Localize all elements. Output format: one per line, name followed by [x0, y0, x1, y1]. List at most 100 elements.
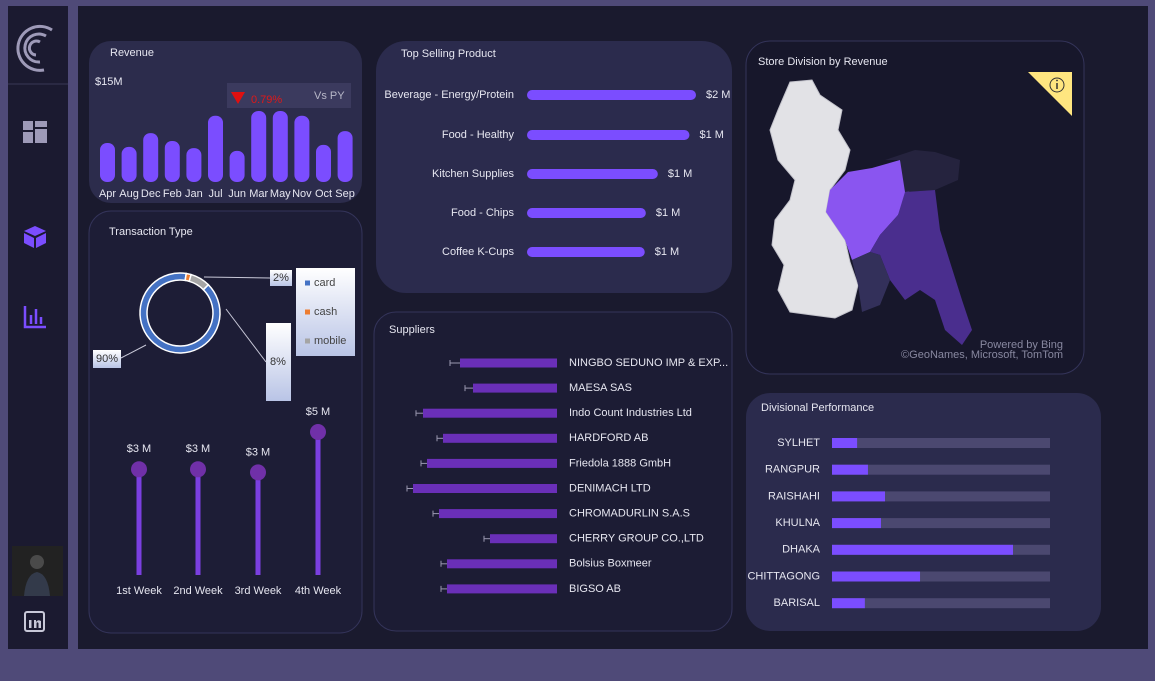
- bar: [527, 90, 696, 100]
- data-label: $1 M: [656, 207, 680, 219]
- x-tick-label: Jun: [228, 188, 246, 200]
- linkedin-glyph: [34, 620, 41, 628]
- label-box: [266, 323, 291, 401]
- suppliers-card: [373, 311, 733, 632]
- lollipop-head: [250, 464, 266, 481]
- card-title: Suppliers: [389, 324, 435, 336]
- transaction-card: [88, 210, 363, 634]
- chart-icon[interactable]: [23, 306, 46, 329]
- data-label: $1 M: [668, 168, 692, 180]
- kpi-change: 0.79%: [251, 94, 282, 106]
- leader-line: [120, 344, 147, 359]
- data-label: $1 M: [699, 129, 723, 141]
- x-tick-label: 2nd Week: [173, 585, 223, 597]
- y-tick-label: DENIMACH LTD: [569, 482, 651, 494]
- legend-label: cash: [314, 306, 337, 318]
- data-label: $5 M: [306, 406, 330, 418]
- x-tick-label: 4th Week: [295, 585, 342, 597]
- x-tick-label: Mar: [249, 188, 268, 200]
- progress-bar: [832, 438, 858, 448]
- kpi-value: $15M: [95, 76, 123, 88]
- bar: [527, 247, 645, 257]
- progress-track: [832, 598, 1050, 609]
- dashboard-icon[interactable]: [23, 121, 47, 143]
- x-tick-label: Dec: [141, 188, 161, 200]
- y-tick-label: CHERRY GROUP CO.,LTD: [569, 533, 704, 545]
- region-chittagong: [870, 190, 972, 345]
- lollipop-stem: [136, 469, 142, 575]
- data-label: $3 M: [127, 443, 151, 455]
- bar: [164, 140, 180, 182]
- y-tick-label: Kitchen Supplies: [432, 168, 514, 180]
- progress-track: [832, 464, 1050, 475]
- lollipop-head: [310, 424, 326, 440]
- info-badge[interactable]: [1028, 72, 1072, 116]
- y-tick-label: Food - Chips: [451, 207, 514, 219]
- legend-label: card: [314, 277, 335, 289]
- y-tick-label: Bolsius Boxmeer: [569, 558, 652, 570]
- lollipop-stem: [195, 469, 201, 575]
- x-tick-label: Nov: [292, 188, 312, 200]
- bar: [208, 115, 223, 182]
- x-tick-label: 1st Week: [116, 585, 162, 597]
- progress-track: [832, 571, 1050, 582]
- linkedin-icon[interactable]: [24, 611, 45, 632]
- label-box: [93, 350, 121, 368]
- data-label: 8%: [270, 356, 286, 368]
- x-tick-label: Oct: [315, 188, 332, 200]
- product-icon[interactable]: [24, 226, 46, 248]
- bar: [527, 169, 658, 179]
- y-tick-label: Indo Count Industries Ltd: [569, 407, 692, 419]
- progress-track: [832, 518, 1050, 529]
- leader-line: [225, 308, 267, 363]
- progress-bar: [832, 598, 865, 609]
- y-tick-label: Friedola 1888 GmbH: [569, 457, 671, 469]
- bar: [490, 534, 557, 544]
- lollipop-head: [131, 461, 147, 478]
- info-icon: [1056, 79, 1058, 82]
- lollipop-stem: [315, 432, 321, 575]
- linkedin-glyph: [29, 620, 32, 628]
- map-credit: Powered by Bing: [980, 339, 1063, 351]
- bar: [527, 208, 646, 218]
- card-title: Transaction Type: [109, 226, 193, 238]
- kpi-change-box: [227, 83, 351, 108]
- bar: [460, 358, 557, 368]
- region-west: [769, 79, 859, 319]
- bar: [272, 111, 288, 182]
- progress-bar: [832, 491, 885, 502]
- progress-bar: [832, 464, 868, 475]
- legend-label: mobile: [314, 335, 346, 347]
- x-tick-label: Sep: [335, 188, 355, 200]
- down-arrow: [231, 92, 245, 104]
- region-dhaka: [826, 160, 910, 260]
- bar: [427, 458, 557, 468]
- bar: [527, 130, 690, 140]
- y-tick-label: NINGBO SEDUNO IMP & EXP...: [569, 357, 728, 369]
- x-tick-label: Jul: [208, 188, 222, 200]
- division-card: [746, 393, 1101, 631]
- progress-bar: [832, 518, 881, 529]
- bar: [423, 408, 557, 418]
- x-tick-label: Feb: [163, 188, 182, 200]
- card-title: Top Selling Product: [401, 48, 496, 60]
- progress-bar: [832, 544, 1013, 555]
- x-tick-label: Aug: [119, 188, 139, 200]
- bar: [100, 142, 115, 182]
- y-tick-label: Beverage - Energy/Protein: [384, 89, 514, 101]
- bar: [473, 383, 557, 393]
- lollipop-head: [190, 461, 206, 478]
- data-label: $1 M: [655, 246, 679, 258]
- x-tick-label: 3rd Week: [235, 585, 282, 597]
- y-tick-label: RAISHAHI: [768, 490, 820, 502]
- card-title: Divisional Performance: [761, 402, 874, 414]
- y-tick-label: KHULNA: [775, 517, 820, 529]
- legend-swatch: [305, 338, 310, 344]
- bar: [121, 146, 137, 182]
- kpi-comparison: Vs PY: [314, 90, 345, 102]
- legend-swatch: [305, 280, 310, 286]
- y-tick-label: BIGSO AB: [569, 583, 621, 595]
- data-label: 90%: [96, 353, 118, 365]
- bar: [447, 584, 557, 594]
